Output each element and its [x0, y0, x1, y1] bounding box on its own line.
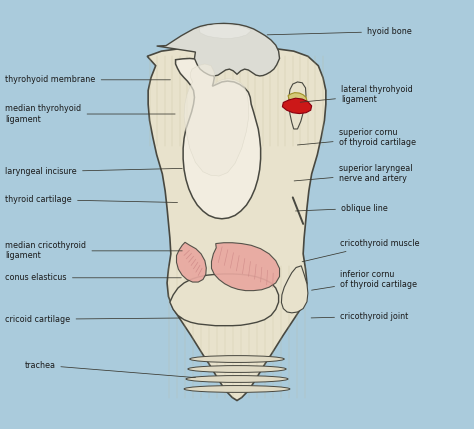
- Text: hyoid bone: hyoid bone: [267, 27, 412, 36]
- Text: conus elasticus: conus elasticus: [5, 273, 181, 282]
- Polygon shape: [282, 266, 308, 313]
- Polygon shape: [199, 24, 251, 38]
- Ellipse shape: [188, 366, 286, 372]
- Ellipse shape: [184, 386, 290, 393]
- Text: inferior cornu
of thyroid cartilage: inferior cornu of thyroid cartilage: [311, 270, 417, 290]
- Polygon shape: [288, 93, 307, 104]
- Text: oblique line: oblique line: [296, 204, 388, 213]
- Text: thyrohyoid membrane: thyrohyoid membrane: [5, 76, 171, 85]
- Text: lateral thyrohyoid
ligament: lateral thyrohyoid ligament: [300, 85, 413, 104]
- Text: superior laryngeal
nerve and artery: superior laryngeal nerve and artery: [294, 164, 412, 184]
- Text: superior cornu
of thyroid cartilage: superior cornu of thyroid cartilage: [297, 128, 416, 147]
- Text: median cricothyroid
ligament: median cricothyroid ligament: [5, 242, 182, 260]
- Text: median thyrohyoid
ligament: median thyrohyoid ligament: [5, 105, 175, 124]
- Polygon shape: [175, 58, 261, 219]
- Polygon shape: [211, 243, 280, 290]
- Text: cricothyroid joint: cricothyroid joint: [311, 312, 408, 321]
- Ellipse shape: [186, 375, 288, 382]
- Polygon shape: [156, 23, 280, 76]
- Polygon shape: [170, 274, 279, 326]
- Polygon shape: [184, 64, 249, 176]
- Text: laryngeal incisure: laryngeal incisure: [5, 167, 182, 176]
- Polygon shape: [289, 82, 306, 129]
- Text: trachea: trachea: [24, 360, 195, 378]
- Text: thyroid cartilage: thyroid cartilage: [5, 195, 177, 204]
- Text: cricoid cartilage: cricoid cartilage: [5, 315, 181, 324]
- Text: cricothyroid muscle: cricothyroid muscle: [302, 239, 419, 262]
- Ellipse shape: [190, 356, 284, 363]
- Polygon shape: [176, 242, 206, 282]
- Polygon shape: [147, 48, 326, 401]
- Polygon shape: [283, 98, 312, 114]
